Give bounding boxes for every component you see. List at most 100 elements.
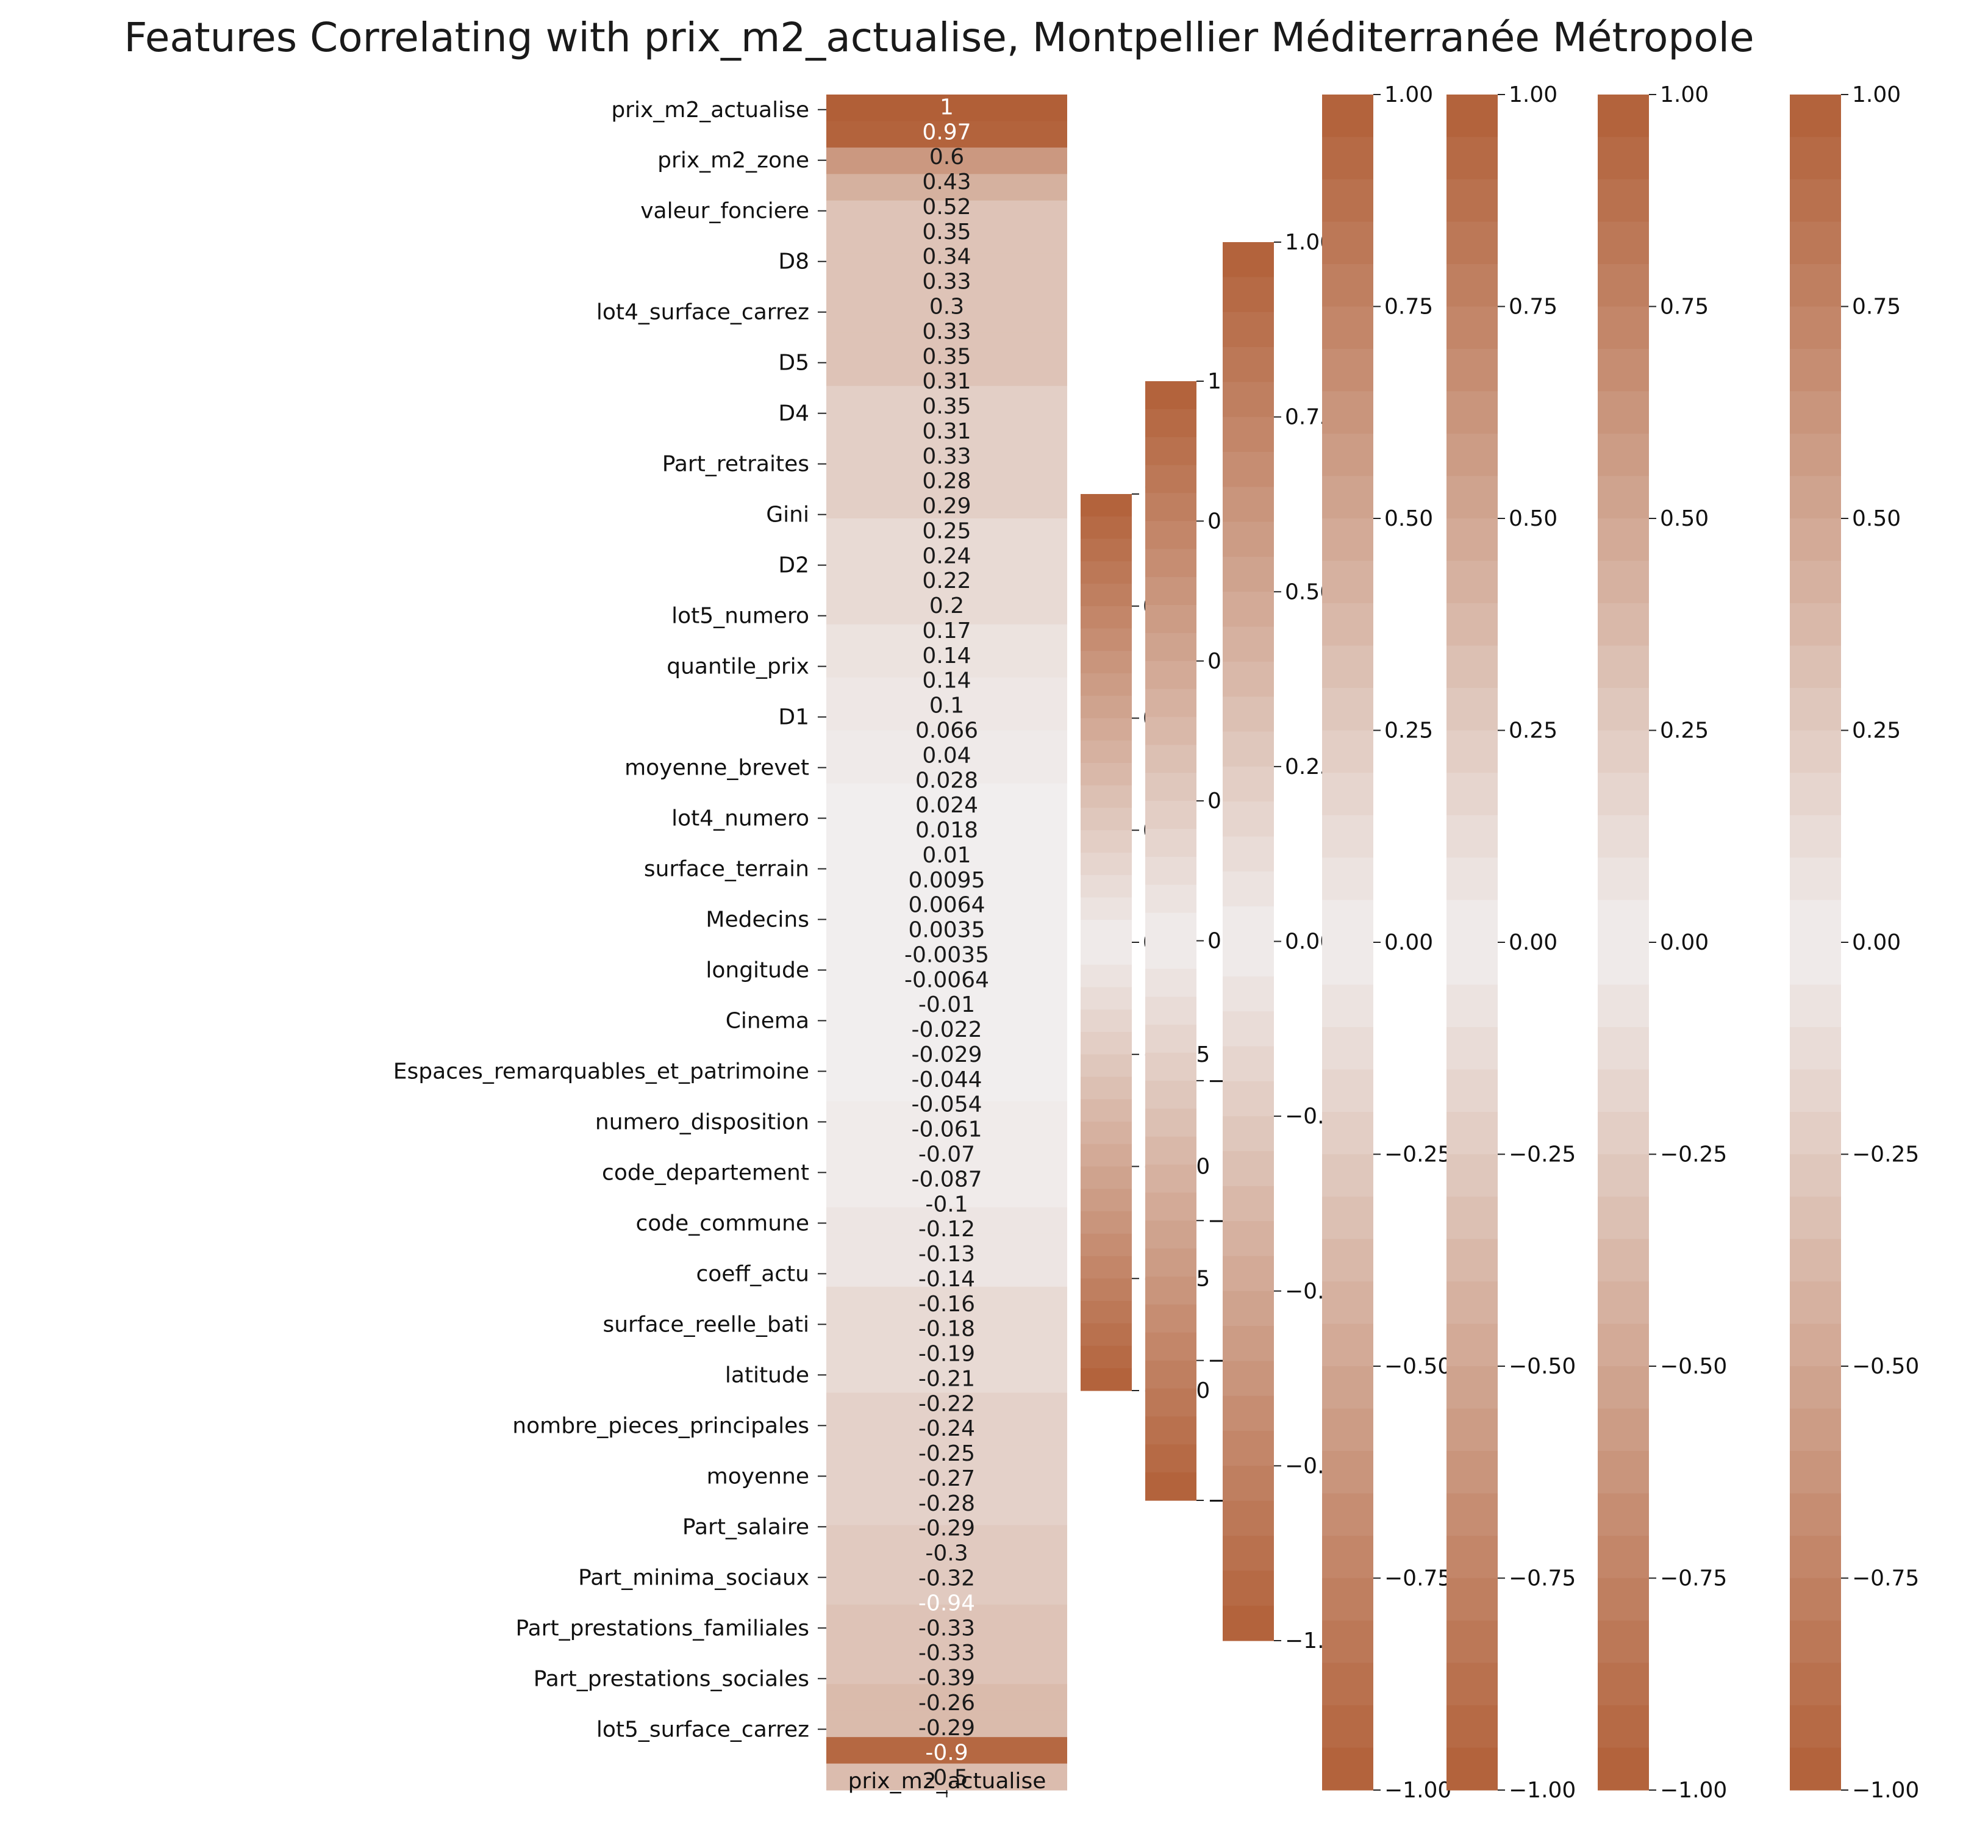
colorbars: 1.00 0.75 0.50 0.25 0.00 −0.25 −0.50 −0.75 −1.00… bbox=[1081, 82, 1919, 1803]
colorbar-tick-label: 0.00 bbox=[1509, 930, 1557, 955]
cell-label: 0.024 bbox=[915, 793, 978, 818]
colorbar-segment bbox=[1598, 773, 1649, 816]
colorbar-segment bbox=[1081, 1054, 1132, 1078]
heat-cell bbox=[826, 1128, 1067, 1155]
colorbar-segment bbox=[1081, 606, 1132, 629]
colorbar-segment bbox=[1145, 1248, 1196, 1277]
heat-cell bbox=[826, 571, 1067, 598]
colorbar-segment bbox=[1223, 1046, 1274, 1082]
colorbar-segment bbox=[1446, 984, 1498, 1028]
row-label: nombre_pieces_principales bbox=[512, 1413, 809, 1438]
colorbar-segment bbox=[1081, 584, 1132, 607]
colorbar-segment bbox=[1223, 1011, 1274, 1047]
cell-label: -0.94 bbox=[918, 1591, 975, 1616]
colorbar-segment bbox=[1081, 718, 1132, 741]
colorbar-tick-label: −1.00 bbox=[1852, 1778, 1919, 1803]
row-label: D1 bbox=[778, 705, 809, 730]
colorbar-segment bbox=[1223, 1466, 1274, 1502]
colorbar-segment bbox=[1223, 1256, 1274, 1292]
colorbar-segment bbox=[1223, 451, 1274, 487]
colorbar-tick-label: −0.75 bbox=[1509, 1566, 1576, 1591]
colorbar-segment bbox=[1322, 1366, 1373, 1409]
colorbar-segment bbox=[1081, 920, 1132, 943]
colorbar-segment bbox=[1790, 645, 1841, 689]
row-label: lot4_numero bbox=[671, 806, 809, 831]
cell-label: -0.0035 bbox=[904, 942, 989, 967]
heat-cell bbox=[826, 1684, 1067, 1711]
heat-cell bbox=[826, 942, 1067, 970]
cell-label: -0.3 bbox=[925, 1541, 968, 1566]
colorbar-segment bbox=[1081, 561, 1132, 584]
heat-cell bbox=[826, 1048, 1067, 1075]
colorbar-segment bbox=[1145, 493, 1196, 521]
cell-label: -0.14 bbox=[918, 1267, 975, 1292]
colorbar-segment bbox=[1081, 1345, 1132, 1369]
colorbar-segment bbox=[1322, 1027, 1373, 1070]
colorbar-segment bbox=[1322, 349, 1373, 392]
colorbar-segment bbox=[1790, 221, 1841, 265]
colorbar-segment bbox=[1790, 1747, 1841, 1791]
heat-cell bbox=[826, 995, 1067, 1022]
colorbar-segment bbox=[1446, 1408, 1498, 1452]
colorbar-segment bbox=[1223, 312, 1274, 348]
colorbar-segment bbox=[1322, 95, 1373, 138]
colorbar-segment bbox=[1145, 1416, 1196, 1445]
colorbar-segment bbox=[1145, 465, 1196, 494]
heat-cell bbox=[826, 1578, 1067, 1605]
cell-label: 0.6 bbox=[929, 145, 964, 170]
colorbar-segment bbox=[1598, 1408, 1649, 1452]
colorbar-segment bbox=[1223, 1186, 1274, 1222]
colorbar-segment bbox=[1446, 1069, 1498, 1112]
colorbar-segment bbox=[1081, 1256, 1132, 1279]
colorbar-segment bbox=[1790, 1281, 1841, 1325]
colorbar-segment bbox=[1145, 1472, 1196, 1501]
row-label: D4 bbox=[778, 401, 809, 426]
colorbar-tick-label: −0.25 bbox=[1509, 1142, 1576, 1167]
cell-label: -0.061 bbox=[911, 1117, 982, 1142]
heat-cell bbox=[826, 1710, 1067, 1738]
colorbar-segment bbox=[1081, 853, 1132, 876]
colorbar-segment bbox=[1446, 1281, 1498, 1325]
colorbar-segment bbox=[1790, 306, 1841, 349]
cell-label: -0.22 bbox=[918, 1391, 975, 1416]
colorbar-segment bbox=[1322, 434, 1373, 477]
colorbar-segment bbox=[1790, 815, 1841, 858]
row-label: Cinema bbox=[726, 1008, 809, 1033]
colorbar-segment bbox=[1446, 1747, 1498, 1791]
cell-label: -0.054 bbox=[911, 1092, 982, 1117]
colorbar-tick-label: −1.00 bbox=[1509, 1778, 1576, 1803]
colorbar-segment bbox=[1081, 1009, 1132, 1033]
colorbar-segment bbox=[1322, 1578, 1373, 1621]
cell-label: 0.43 bbox=[922, 170, 971, 195]
row-label: D8 bbox=[778, 249, 809, 274]
colorbar-segment bbox=[1145, 1304, 1196, 1333]
heat-cell bbox=[826, 545, 1067, 572]
colorbar-segment bbox=[1081, 1368, 1132, 1391]
row-label: lot5_surface_carrez bbox=[596, 1717, 809, 1742]
colorbar-segment bbox=[1223, 906, 1274, 942]
colorbar-tick-label: −0.50 bbox=[1852, 1354, 1919, 1379]
cell-label: 0.35 bbox=[922, 344, 971, 369]
colorbar-segment bbox=[1223, 1361, 1274, 1397]
row-label: coeff_actu bbox=[696, 1261, 809, 1286]
colorbar-segment bbox=[1598, 942, 1649, 986]
heat-cell bbox=[826, 1499, 1067, 1526]
heat-cell bbox=[826, 809, 1067, 837]
colorbar-segment bbox=[1223, 1431, 1274, 1466]
colorbar-segment bbox=[1790, 1705, 1841, 1749]
colorbar-segment bbox=[1223, 487, 1274, 523]
cell-label: 0.0064 bbox=[909, 893, 985, 918]
heat-cell bbox=[826, 915, 1067, 943]
colorbar-tick-label: −0.75 bbox=[1660, 1566, 1727, 1591]
cell-label: 0.31 bbox=[922, 419, 971, 444]
row-label: Part_prestations_sociales bbox=[534, 1666, 809, 1691]
colorbar-segment bbox=[1081, 740, 1132, 764]
cell-label: 0.028 bbox=[915, 768, 978, 793]
colorbar-segment bbox=[1145, 661, 1196, 690]
colorbar-tick-label: 1.00 bbox=[1509, 82, 1557, 107]
colorbar-segment bbox=[1446, 1578, 1498, 1621]
colorbar-segment bbox=[1598, 137, 1649, 180]
cell-label: -0.022 bbox=[911, 1017, 982, 1042]
colorbar-segment bbox=[1081, 539, 1132, 562]
